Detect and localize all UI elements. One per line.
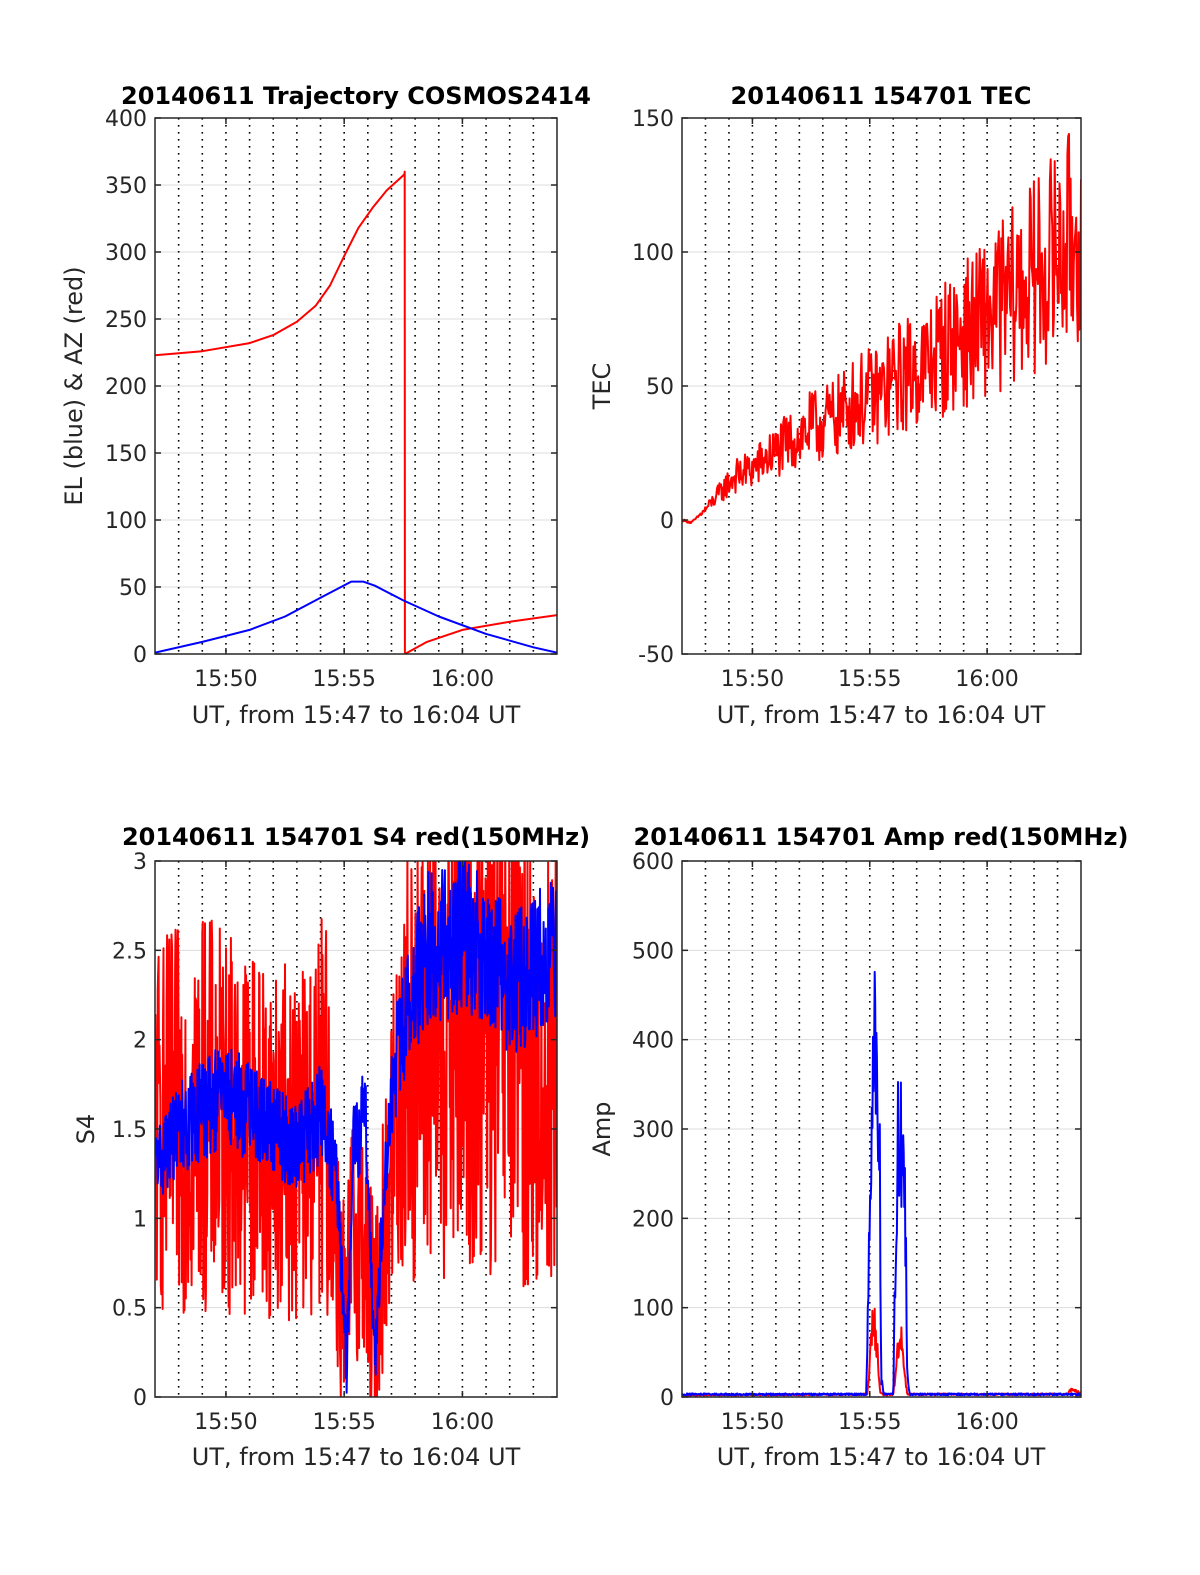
series-line <box>682 970 1081 1397</box>
y-tick-label: 0 <box>133 643 147 668</box>
chart-title: 20140611 154701 TEC <box>731 82 1032 110</box>
y-axis-label: TEC <box>588 363 616 411</box>
x-axis-label: UT, from 15:47 to 16:04 UT <box>717 1443 1046 1471</box>
y-tick-label: 1 <box>133 1207 147 1232</box>
x-tick-label: 16:00 <box>955 1410 1018 1435</box>
y-tick-label: 2.5 <box>112 939 147 964</box>
chart-title: 20140611 154701 Amp red(150MHz) <box>634 823 1129 851</box>
series-line <box>682 132 1081 525</box>
chart-amp: 0 100 200 300 400 500 600 15:50 15:55 16:00 20140… <box>588 823 1128 1471</box>
chart-s4: 0 0.5 1 1.5 2 2.5 3 15:50 15:55 16:00 20140611 15… <box>72 823 590 1471</box>
y-tick-label: 0 <box>660 1386 674 1411</box>
y-tick-label: 150 <box>632 107 674 132</box>
y-tick-label: 0.5 <box>112 1297 147 1322</box>
y-tick-label: 0 <box>133 1386 147 1411</box>
plot-area: 0 0.5 1 1.5 2 2.5 3 15:50 15:55 16:00 <box>112 850 558 1435</box>
x-tick-label: 16:00 <box>955 667 1018 692</box>
x-tick-label: 15:50 <box>721 667 784 692</box>
x-tick-label: 15:50 <box>721 1410 784 1435</box>
y-tick-label: 350 <box>105 174 147 199</box>
y-tick-label: 0 <box>660 509 674 534</box>
plot-area: -50 0 50 100 150 15:50 15:55 16:00 <box>632 107 1082 692</box>
y-tick-label: 600 <box>632 850 674 875</box>
x-axis-label: UT, from 15:47 to 16:04 UT <box>192 701 521 729</box>
x-tick-label: 16:00 <box>431 667 494 692</box>
x-tick-label: 15:55 <box>838 1410 901 1435</box>
chart-title: 20140611 154701 S4 red(150MHz) <box>122 823 590 851</box>
x-tick-label: 15:50 <box>194 1410 257 1435</box>
chart-tec: -50 0 50 100 150 15:50 15:55 16:00 20140611 154… <box>588 82 1082 729</box>
y-axis-label: Amp <box>588 1101 616 1156</box>
x-tick-label: 15:55 <box>838 667 901 692</box>
x-tick-label: 16:00 <box>431 1410 494 1435</box>
y-tick-label: 1.5 <box>112 1118 147 1143</box>
plot-area: 0 100 200 300 400 500 600 15:50 15:55 16:00 <box>632 850 1082 1435</box>
series-line <box>155 580 557 654</box>
y-tick-label: 250 <box>105 308 147 333</box>
x-tick-label: 15:50 <box>194 667 257 692</box>
y-tick-label: 2 <box>133 1029 147 1054</box>
x-axis-label: UT, from 15:47 to 16:04 UT <box>717 701 1046 729</box>
y-tick-label: 300 <box>632 1118 674 1143</box>
chart-title: 20140611 Trajectory COSMOS2414 <box>121 82 591 110</box>
x-axis-label: UT, from 15:47 to 16:04 UT <box>192 1443 521 1471</box>
y-tick-label: 500 <box>632 939 674 964</box>
y-tick-label: 400 <box>632 1029 674 1054</box>
y-tick-label: 100 <box>105 509 147 534</box>
y-tick-label: 300 <box>105 241 147 266</box>
y-tick-label: 200 <box>632 1207 674 1232</box>
x-tick-label: 15:55 <box>312 667 375 692</box>
y-axis-label: EL (blue) & AZ (red) <box>60 266 88 505</box>
series-line <box>155 861 557 1397</box>
y-tick-label: 50 <box>119 576 147 601</box>
y-tick-label: 100 <box>632 1297 674 1322</box>
y-axis-label: S4 <box>72 1114 100 1145</box>
series-line <box>155 861 557 1394</box>
y-tick-label: 3 <box>133 850 147 875</box>
y-tick-label: 100 <box>632 241 674 266</box>
plot-area: 0 50 100 150 200 250 300 350 400 15:50 15:55 16:00 <box>105 107 558 692</box>
y-tick-label: 50 <box>646 375 674 400</box>
y-tick-label: -50 <box>638 643 674 668</box>
y-tick-label: 150 <box>105 442 147 467</box>
y-tick-label: 200 <box>105 375 147 400</box>
x-tick-label: 15:55 <box>312 1410 375 1435</box>
y-tick-label: 400 <box>105 107 147 132</box>
series-line <box>155 170 557 654</box>
